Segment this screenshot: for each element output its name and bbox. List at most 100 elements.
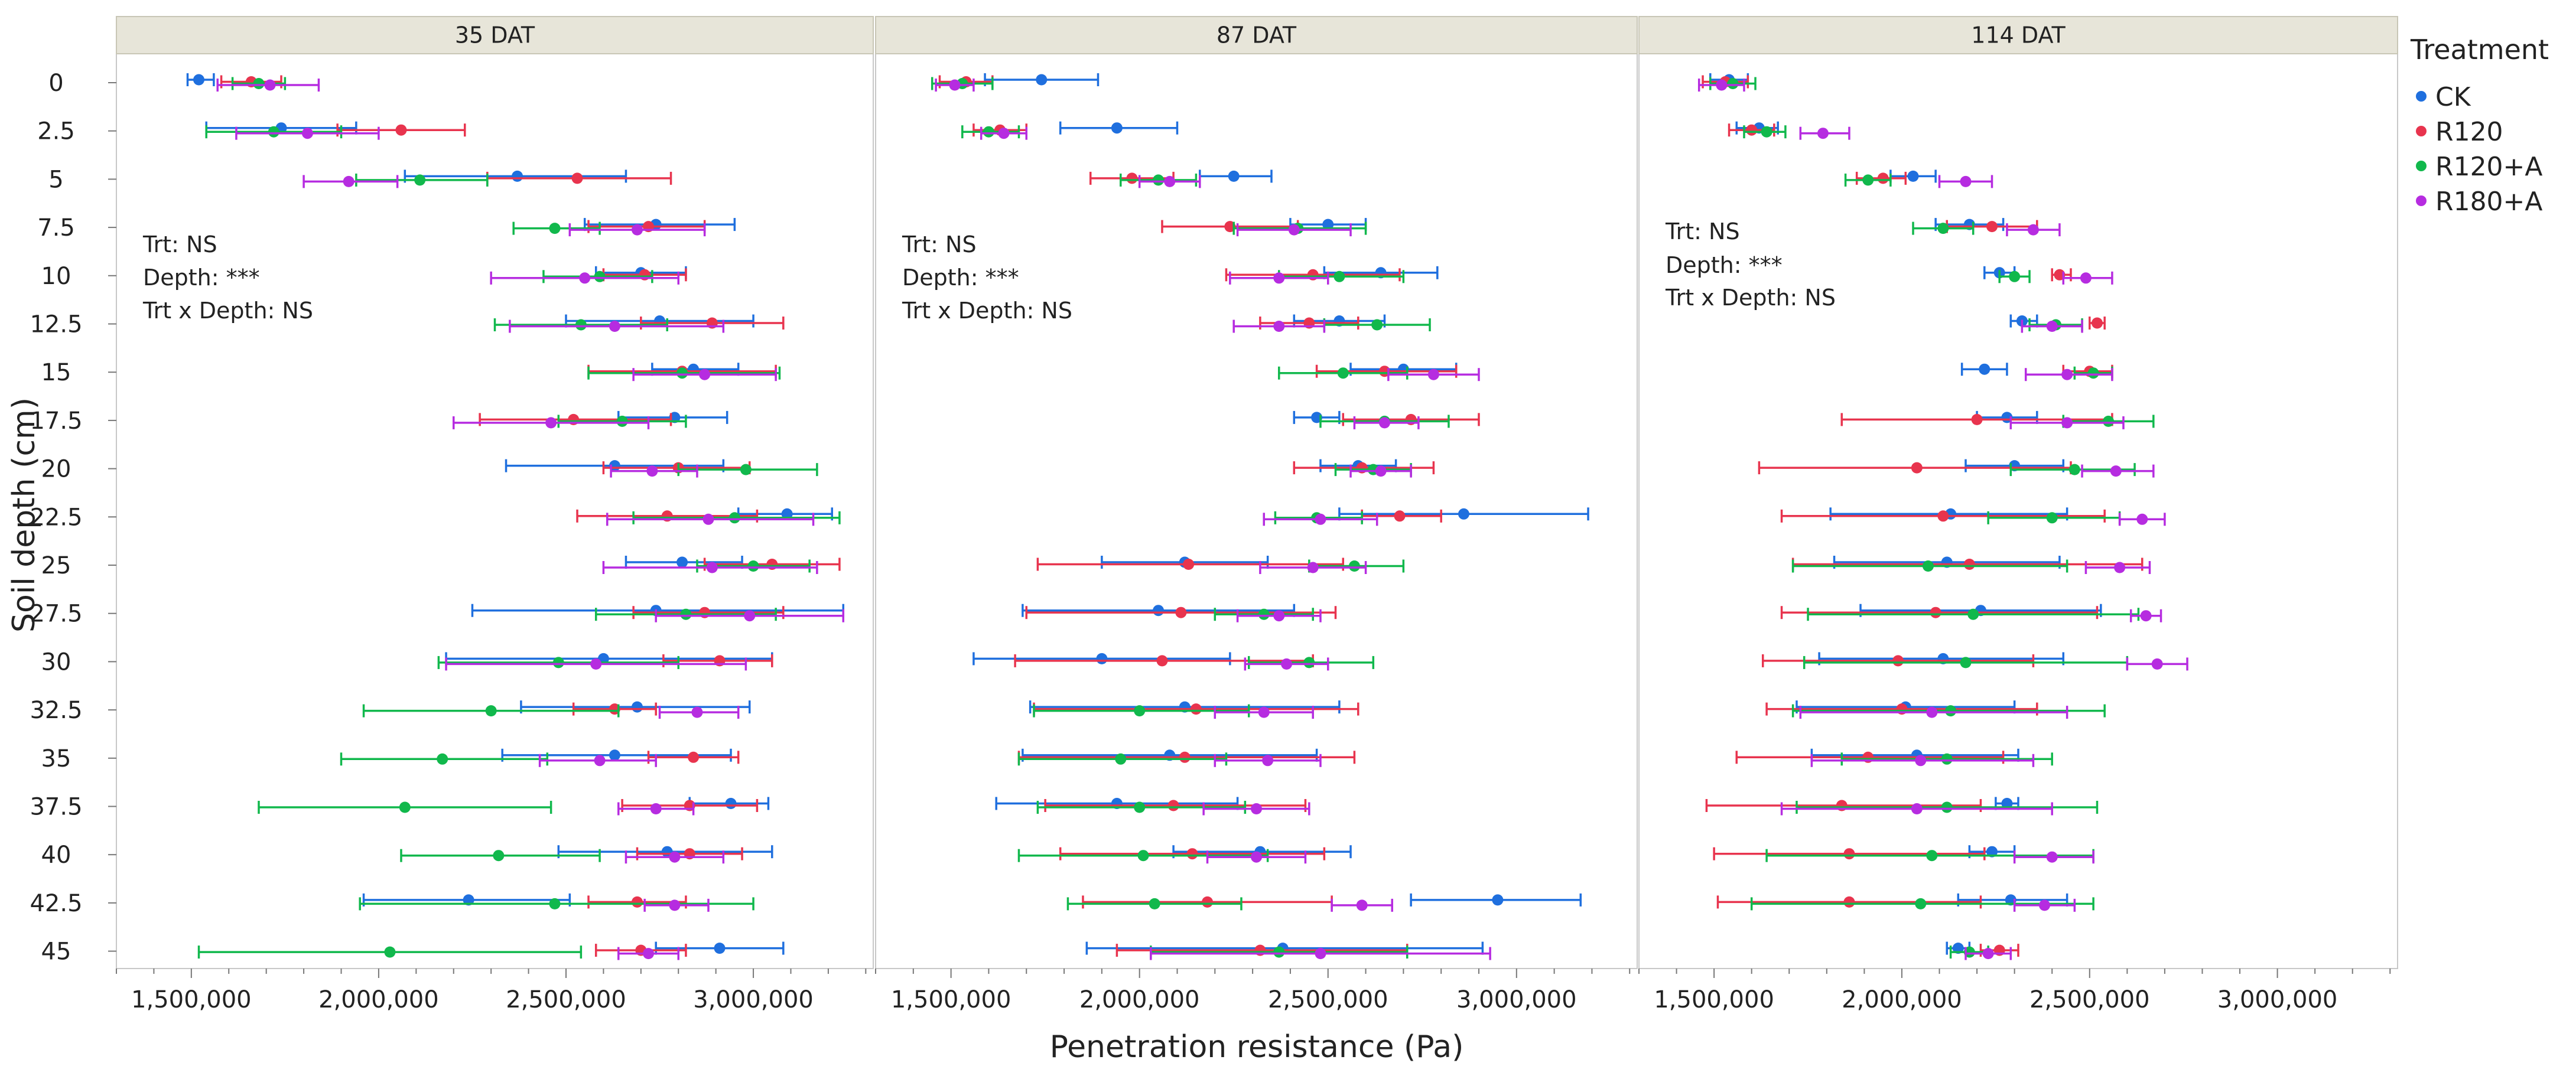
plot-area [116,53,874,969]
legend-title: Treatment [2410,34,2549,66]
data-point [699,369,711,380]
data-point [414,174,426,186]
legend-item-r120-plusa: R120+A [2416,152,2543,182]
data-point [571,172,583,184]
plot-area [1638,53,2398,969]
data-point [493,850,505,862]
data-point [1134,801,1146,813]
data-point [549,898,561,909]
data-point [1982,948,1994,960]
stat-line: Trt: NS [142,232,217,257]
y-tick-label: 20 [41,456,71,483]
data-point [1862,174,1874,186]
legend: Treatment CK R120 R120+A R180+A [2410,34,2549,217]
data-point [706,562,718,573]
data-point [702,513,714,525]
data-point [1945,705,1957,717]
data-point [301,128,313,139]
data-point [1179,751,1191,763]
data-point [1273,321,1285,332]
data-point [1281,658,1293,670]
data-point [728,512,740,524]
data-point [2087,367,2099,379]
data-point [1190,703,1202,715]
panel-header [1638,16,2398,54]
data-point [725,798,737,809]
data-point [2114,562,2126,573]
data-point [1333,270,1345,282]
x-axis-35-dat: 1,500,000 2,000,000 2,500,000 3,000,000 [116,969,867,1013]
x-tick-label: 1,500,000 [1654,986,1774,1013]
data-point [2046,321,2058,332]
data-point [1911,462,1923,474]
stats-annotation: Trt: NS Depth: *** Trt x Depth: NS [902,232,1072,324]
data-point [1202,896,1214,908]
y-tick-label: 22.5 [30,504,82,531]
y-tick-label: 35 [41,745,71,772]
data-point [1307,562,1319,573]
data-point [1960,175,1972,187]
data-point [2046,512,2058,524]
plot-area [875,53,1638,969]
data-point [2009,270,2021,282]
data-point [1167,800,1179,811]
legend-marker [2416,91,2427,102]
stat-line: Trt x Depth: NS [902,298,1072,324]
x-tick-label: 3,000,000 [693,986,814,1013]
data-point [1843,848,1855,860]
y-tick-label: 40 [41,842,71,869]
data-point [1262,755,1274,767]
data-point [680,608,692,620]
data-point [2068,464,2080,475]
data-point [2151,658,2163,670]
y-tick-label: 45 [41,938,71,966]
y-tick-label: 0 [48,70,63,97]
data-point [669,899,681,911]
data-point [2046,851,2058,863]
legend-label: R120+A [2435,152,2543,182]
data-point [1926,706,1938,718]
series-r120-plusa [197,77,841,959]
data-point [1716,79,1728,91]
data-point [1458,508,1469,520]
data-point [1492,894,1504,906]
data-point [579,272,591,284]
data-point [650,803,662,814]
data-point [1371,319,1383,331]
x-tick-label: 3,000,000 [1456,986,1577,1013]
data-point [1941,753,1953,765]
stats-annotation: Trt: NS Depth: *** Trt x Depth: NS [142,232,313,324]
y-tick-label: 7.5 [37,214,75,242]
data-point [545,417,557,429]
legend-marker [2416,126,2427,136]
x-tick-label: 1,500,000 [131,986,252,1013]
data-point [399,801,411,813]
panel-header [116,16,874,54]
data-point [1273,946,1285,958]
data-point [1115,753,1127,765]
data-point [1963,559,1975,570]
data-point [1971,413,1983,425]
data-point [998,128,1010,139]
legend-label: CK [2435,82,2471,112]
series-r180-plusa [935,79,1491,960]
data-point [1892,655,1904,667]
data-point [1251,803,1262,814]
data-point [264,79,276,91]
data-point [1915,755,1927,767]
series-r180-plusa [1697,79,2188,960]
x-tick-label: 2,500,000 [506,986,626,1013]
legend-marker [2416,195,2427,206]
y-tick-label: 27.5 [30,601,82,628]
legend-item-ck: CK [2416,82,2471,112]
data-point [1337,367,1349,379]
data-point [983,126,994,138]
data-point [1843,896,1855,908]
data-point [1979,363,1990,375]
data-point [1427,369,1439,380]
y-tick-label: 37.5 [30,794,82,821]
data-point [549,223,561,234]
y-tick-label: 15 [41,359,71,386]
data-point [552,657,564,669]
